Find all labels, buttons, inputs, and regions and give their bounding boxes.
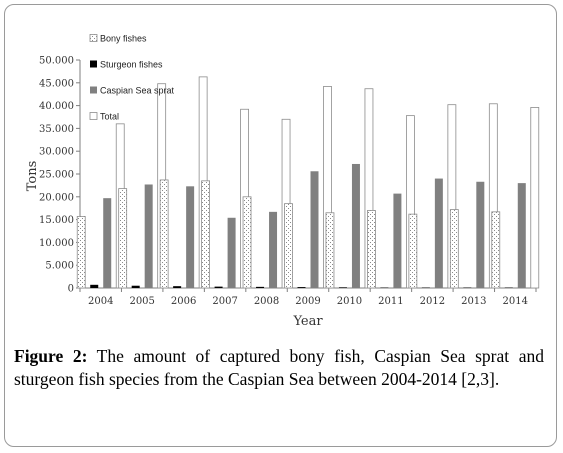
x-tick-label: 2005 (129, 296, 154, 307)
y-tick-label: 35.000 (39, 124, 74, 135)
y-tick-label: 30.000 (39, 147, 74, 158)
x-tick-label: 2004 (88, 296, 113, 307)
bar-bony-fishes-2012 (409, 214, 417, 288)
bar-bony-fishes-2006 (160, 180, 168, 288)
bar-sturgeon-fishes-2010 (339, 287, 347, 288)
bar-sturgeon-fishes-2005 (132, 286, 140, 288)
y-tick-label: 25.000 (39, 170, 74, 181)
x-axis-label: Year (292, 314, 323, 329)
bar-bony-fishes-2005 (119, 189, 127, 288)
x-tick-label: 2009 (295, 296, 320, 307)
legend-swatch-caspian-sea-sprat (90, 87, 97, 94)
bar-bony-fishes-2011 (367, 210, 375, 288)
bar-caspian-sea-sprat-2007 (228, 218, 236, 288)
bar-caspian-sea-sprat-2012 (435, 179, 443, 288)
bar-caspian-sea-sprat-2011 (393, 194, 401, 288)
y-tick-label: 0 (68, 284, 74, 295)
bar-bony-fishes-2004 (77, 216, 85, 288)
legend-label: Caspian Sea sprat (100, 86, 175, 96)
legend-label: Bony fishes (100, 34, 147, 44)
legend-swatch-bony-fishes (90, 35, 97, 42)
bar-sturgeon-fishes-2007 (215, 287, 223, 288)
caption-text: The amount of captured bony fish, Caspia… (14, 346, 544, 389)
bar-caspian-sea-sprat-2005 (145, 184, 153, 288)
x-tick-label: 2008 (254, 296, 279, 307)
bar-caspian-sea-sprat-2010 (352, 164, 360, 288)
figure-caption: Figure 2: The amount of captured bony fi… (14, 345, 544, 391)
bar-chart: 0 5.000 10.000 15.000 20.000 25.000 30.000 35.0… (0, 0, 563, 345)
bar-caspian-sea-sprat-2006 (186, 186, 194, 288)
bar-caspian-sea-sprat-2009 (311, 171, 319, 288)
bar-sturgeon-fishes-2009 (298, 287, 306, 288)
bar-bony-fishes-2013 (450, 210, 458, 288)
y-tick-label: 40.000 (39, 101, 74, 112)
legend-swatch-total (90, 113, 97, 120)
legend-label: Total (100, 112, 119, 122)
y-tick-label: 45.000 (39, 78, 74, 89)
x-tick-label: 2011 (378, 296, 403, 307)
bar-bony-fishes-2007 (202, 181, 210, 288)
x-tick-label: 2010 (337, 296, 362, 307)
bar-caspian-sea-sprat-2013 (476, 182, 484, 288)
y-tick-label: 50.000 (39, 56, 74, 67)
bar-sturgeon-fishes-2006 (173, 286, 181, 288)
legend-swatch-sturgeon-fishes (90, 61, 97, 68)
y-axis-label: Tons (25, 161, 40, 192)
y-tick-label: 15.000 (39, 215, 74, 226)
caption-label: Figure 2: (14, 346, 87, 366)
bar-bony-fishes-2014 (492, 212, 500, 288)
bar-caspian-sea-sprat-2008 (269, 212, 277, 288)
bar-total-2014 (531, 107, 539, 288)
bar-sturgeon-fishes-2008 (256, 287, 264, 288)
bar-bony-fishes-2009 (285, 204, 293, 288)
x-tick-label: 2006 (171, 296, 196, 307)
bar-bony-fishes-2008 (243, 197, 251, 288)
y-tick-label: 20.000 (39, 192, 74, 203)
legend-label: Sturgeon fishes (100, 60, 163, 70)
x-tick-label: 2014 (503, 296, 528, 307)
chart-bars (77, 77, 539, 288)
x-tick-label: 2012 (420, 296, 445, 307)
y-tick-label: 5.000 (45, 261, 74, 272)
y-tick-label: 10.000 (39, 238, 74, 249)
bar-bony-fishes-2010 (326, 213, 334, 288)
x-tick-label: 2007 (212, 296, 237, 307)
x-tick-label: 2013 (461, 296, 486, 307)
bar-caspian-sea-sprat-2004 (103, 198, 111, 288)
bar-sturgeon-fishes-2004 (90, 285, 98, 288)
bar-caspian-sea-sprat-2014 (518, 183, 526, 288)
